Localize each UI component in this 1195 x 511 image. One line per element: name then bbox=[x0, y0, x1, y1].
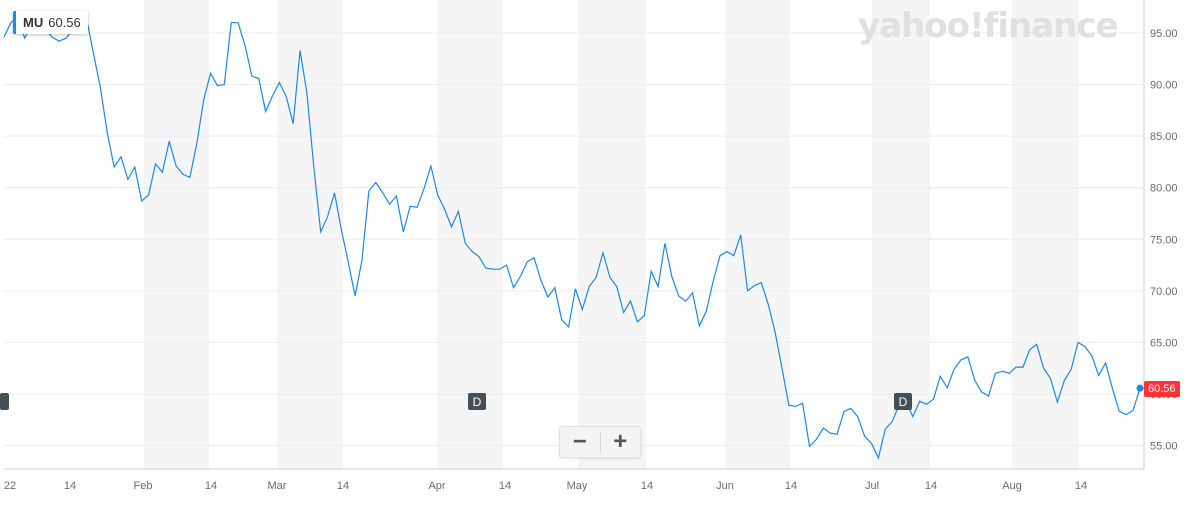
dividend-marker[interactable] bbox=[0, 393, 9, 410]
x-axis-labels: 22 14 Feb 14 Mar 14 Apr 14 May 14 Jun 14 Jul 14 Aug 14 bbox=[4, 480, 1087, 492]
x-tick-label: Feb bbox=[134, 480, 153, 492]
x-tick-label: Jul bbox=[865, 480, 879, 492]
zoom-controls: − + bbox=[559, 426, 641, 458]
month-band bbox=[277, 0, 343, 469]
x-tick-label: May bbox=[567, 480, 588, 492]
dividend-marker[interactable]: D bbox=[468, 393, 486, 410]
ticker-color-bar bbox=[13, 11, 16, 34]
x-tick-label: 14 bbox=[785, 480, 797, 492]
ticker-badge: MU 60.56 bbox=[13, 11, 88, 34]
month-band bbox=[725, 0, 790, 469]
month-band bbox=[578, 0, 646, 469]
price-line-mu bbox=[3, 13, 1141, 460]
x-tick-label: Apr bbox=[428, 480, 445, 492]
y-axis-labels: 95.0090.0085.0080.0075.0070.0065.0060.00… bbox=[1150, 28, 1178, 453]
x-tick-label: 14 bbox=[499, 480, 511, 492]
ticker-symbol: MU bbox=[23, 15, 44, 30]
x-tick-label: 14 bbox=[64, 480, 76, 492]
x-tick-label: 14 bbox=[641, 480, 653, 492]
dividend-marker[interactable]: D bbox=[894, 393, 912, 410]
x-tick-label: 14 bbox=[205, 480, 217, 492]
y-tick-label: 90.00 bbox=[1150, 80, 1178, 92]
last-price-label: 60.56 bbox=[1144, 381, 1180, 397]
x-tick-label: Aug bbox=[1002, 480, 1022, 492]
month-band bbox=[872, 0, 930, 469]
y-tick-label: 85.00 bbox=[1150, 131, 1178, 143]
y-tick-label: 65.00 bbox=[1150, 337, 1178, 349]
y-tick-label: 70.00 bbox=[1150, 286, 1178, 298]
month-bands bbox=[144, 0, 1079, 469]
month-band bbox=[144, 0, 209, 469]
x-tick-label: 22 bbox=[4, 480, 16, 492]
x-tick-label: Mar bbox=[268, 480, 287, 492]
x-tick-label: 14 bbox=[925, 480, 937, 492]
month-band bbox=[437, 0, 503, 469]
zoom-divider bbox=[599, 432, 601, 452]
x-tick-label: 14 bbox=[337, 480, 349, 492]
ticker-price: 60.56 bbox=[48, 15, 81, 30]
yahoo-finance-logo: yahoo!finance bbox=[858, 6, 1119, 46]
y-tick-label: 55.00 bbox=[1150, 441, 1178, 453]
x-tick-label: 14 bbox=[1075, 480, 1087, 492]
month-band bbox=[1012, 0, 1079, 469]
y-tick-label: 75.00 bbox=[1150, 234, 1178, 246]
zoom-out-button[interactable]: − bbox=[572, 428, 587, 455]
zoom-in-button[interactable]: + bbox=[613, 428, 628, 455]
y-tick-label: 95.00 bbox=[1150, 28, 1178, 40]
x-tick-label: Jun bbox=[716, 480, 734, 492]
y-tick-label: 80.00 bbox=[1150, 183, 1178, 195]
last-price-dot bbox=[1136, 384, 1144, 392]
